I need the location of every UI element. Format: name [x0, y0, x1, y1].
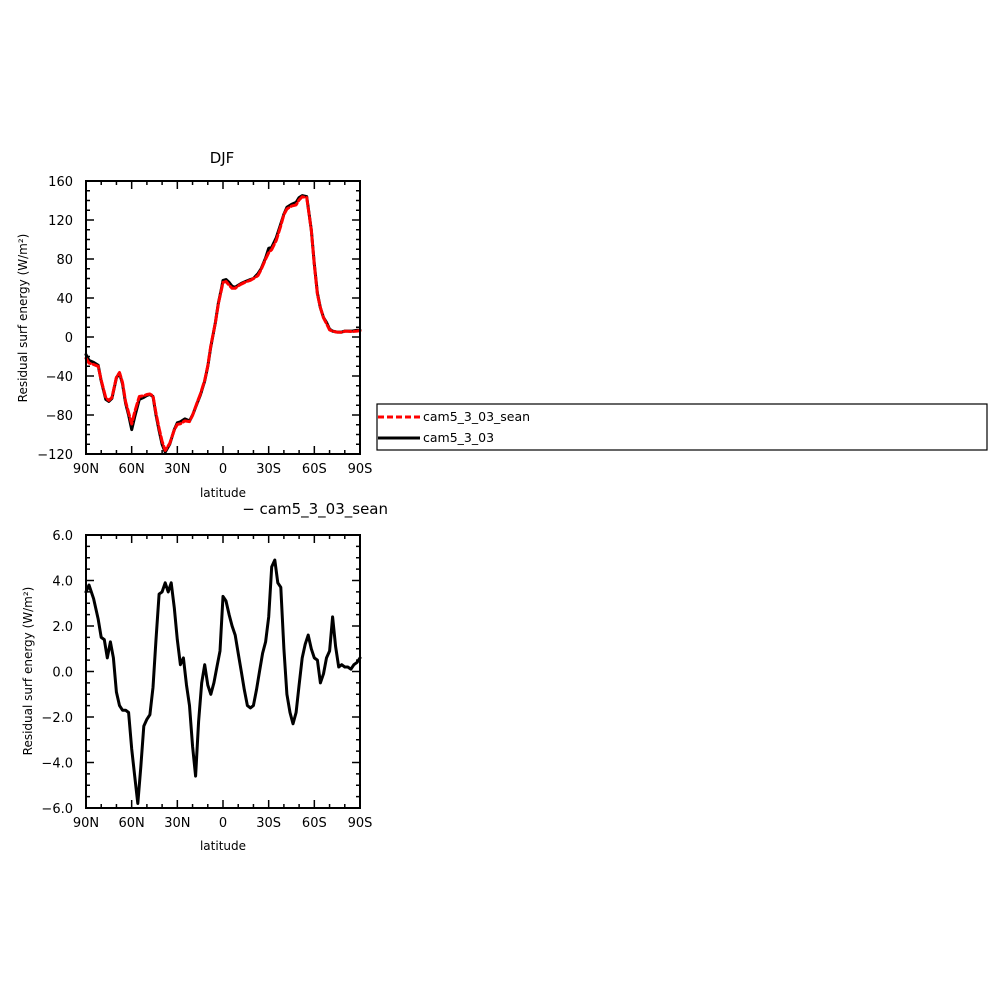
- legend: cam5_3_03_sean cam5_3_03: [376, 403, 988, 451]
- top-chart-plot-area: 90N 60N 30N 0 30S 60S 90S −120 −80 −40 0 40 80 120 160: [37, 175, 372, 477]
- top-chart-title: DJF: [210, 149, 235, 167]
- bottom-x-tick-label: 60N: [119, 816, 145, 831]
- top-y-tick-label: 120: [48, 214, 73, 229]
- top-y-tick-label: −120: [37, 448, 73, 463]
- top-y-tick-label: 0: [65, 331, 73, 346]
- top-x-tick-label: 30N: [164, 462, 190, 477]
- top-chart-x-label: latitude: [200, 486, 246, 500]
- top-y-tick-label: 80: [56, 253, 73, 268]
- top-x-tick-label: 60N: [119, 462, 145, 477]
- top-y-tick-label: 160: [48, 175, 73, 190]
- bottom-chart-x-label: latitude: [200, 839, 246, 853]
- bottom-y-tick-label: 0.0: [52, 666, 73, 681]
- top-chart-panel: DJF 90N 60N 30N 0 30S 60S 90S −120 −80 −40 0 40 80 12…: [16, 149, 372, 500]
- bottom-chart-title: − cam5_3_03_sean: [242, 500, 388, 519]
- bottom-chart-y-label: Residual surf energy (W/m²): [21, 587, 35, 756]
- legend-entry-sean: cam5_3_03_sean: [378, 409, 530, 424]
- legend-label-sean: cam5_3_03_sean: [423, 409, 530, 424]
- top-chart-y-label: Residual surf energy (W/m²): [16, 234, 30, 403]
- bottom-x-tick-label: 60S: [302, 816, 327, 831]
- top-y-tick-label: 40: [56, 292, 73, 307]
- bottom-x-tick-label: 90N: [73, 816, 99, 831]
- bottom-y-tick-label: −6.0: [41, 802, 73, 817]
- bottom-x-tick-label: 90S: [348, 816, 373, 831]
- legend-box: [376, 403, 988, 451]
- legend-entry-base: cam5_3_03: [378, 430, 494, 445]
- bottom-y-tick-label: −4.0: [41, 757, 73, 772]
- top-x-tick-label: 90N: [73, 462, 99, 477]
- bottom-y-tick-label: 2.0: [52, 620, 73, 635]
- bottom-y-tick-label: 6.0: [52, 529, 73, 544]
- top-series-cam5-3-03-sean-line: [84, 195, 362, 452]
- top-x-tick-label: 0: [219, 462, 227, 477]
- top-x-tick-label: 30S: [256, 462, 281, 477]
- top-y-tick-label: −40: [46, 370, 73, 385]
- top-series-cam5-3-03-line: [84, 194, 362, 454]
- legend-label-base: cam5_3_03: [423, 430, 494, 445]
- bottom-x-tick-label: 30S: [256, 816, 281, 831]
- top-y-tick-label: −80: [46, 409, 73, 424]
- top-x-tick-label: 60S: [302, 462, 327, 477]
- bottom-y-tick-label: 4.0: [52, 575, 73, 590]
- bottom-chart-panel: − cam5_3_03_sean 90N 60N 30N 0 30S 60S 90S −6.0…: [21, 500, 388, 853]
- bottom-x-tick-label: 30N: [164, 816, 190, 831]
- bottom-chart-plot-area: 90N 60N 30N 0 30S 60S 90S −6.0 −4.0 −2.0 0.0 2.0 4.0…: [41, 529, 372, 831]
- bottom-series-difference-line: [84, 558, 362, 805]
- bottom-x-tick-label: 0: [219, 816, 227, 831]
- bottom-y-tick-label: −2.0: [41, 711, 73, 726]
- top-x-tick-label: 90S: [348, 462, 373, 477]
